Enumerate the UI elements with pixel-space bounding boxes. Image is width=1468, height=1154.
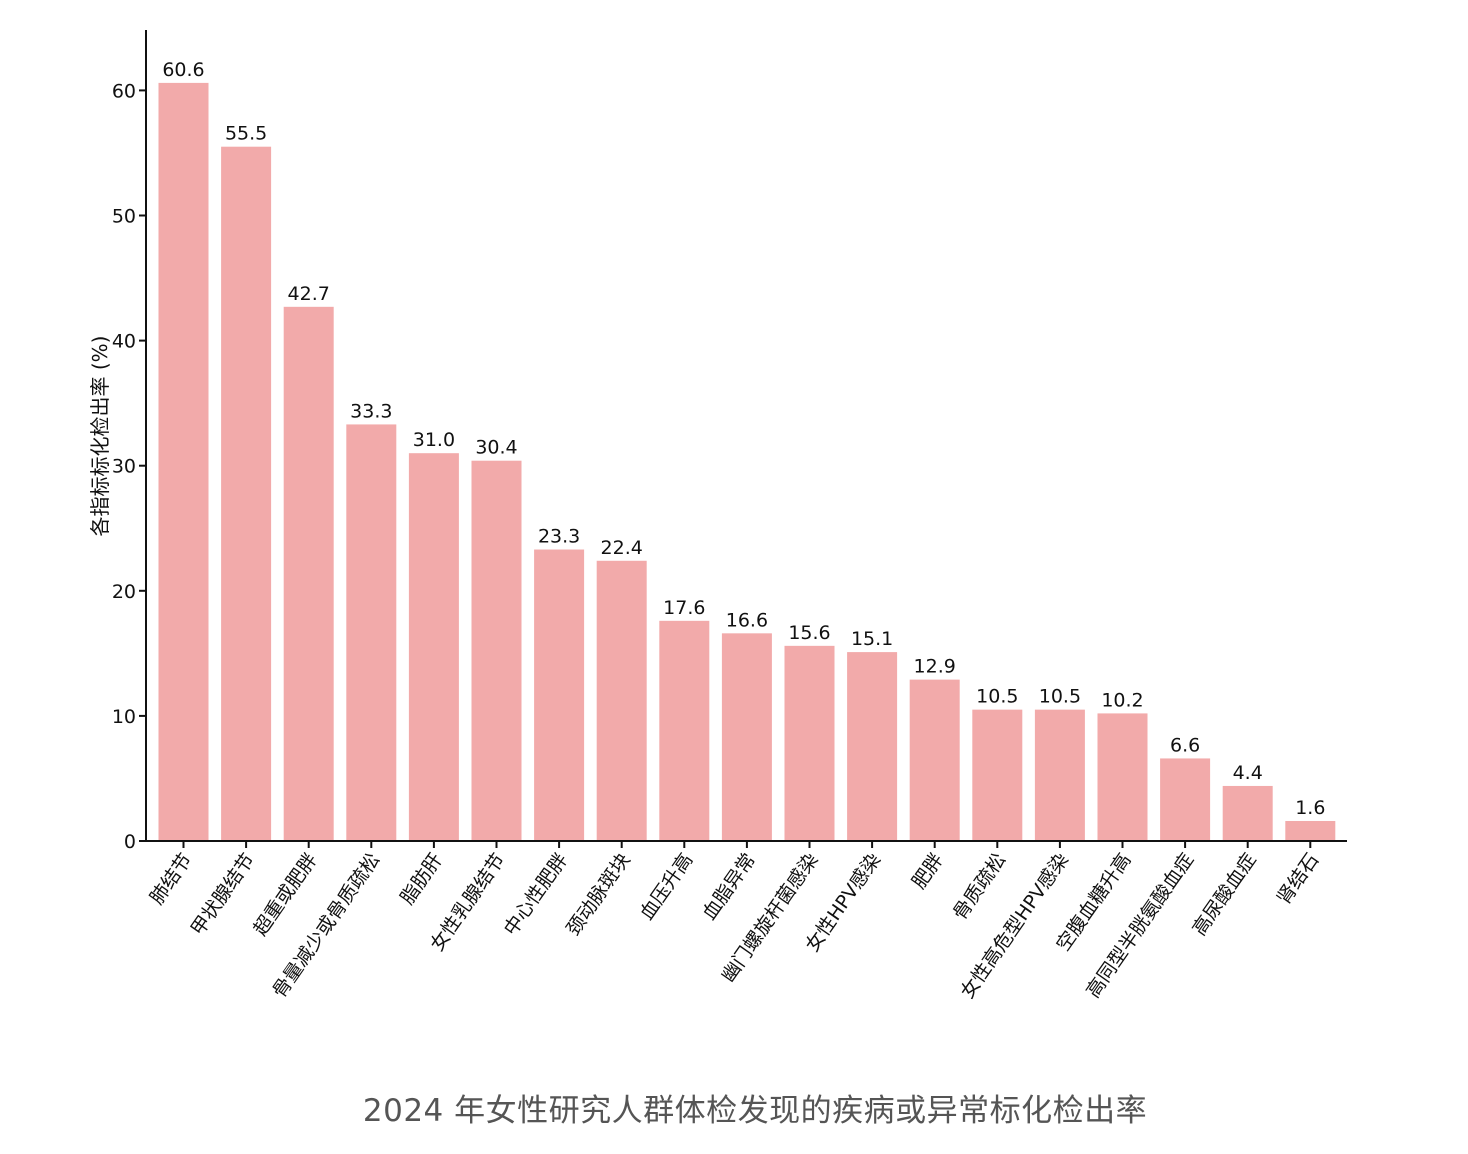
bar	[1034, 709, 1085, 841]
bar-value-label: 6.6	[1170, 734, 1200, 756]
y-axis-label: 各指标标化检出率 (%)	[88, 336, 112, 537]
bar	[721, 633, 772, 841]
bar	[346, 424, 397, 841]
bar	[659, 620, 710, 841]
x-category-label: 甲状腺结节	[187, 849, 260, 939]
x-category-label: 血脂异常	[698, 849, 760, 924]
x-category-label: 肥胖	[908, 849, 948, 893]
x-category-label: 颈动脉斑块	[562, 849, 635, 939]
y-axis-ticks: 0 10 20 30 40 50 60	[112, 80, 146, 853]
bar	[784, 645, 835, 841]
y-tick-label: 0	[124, 831, 136, 853]
y-tick-label: 20	[112, 581, 136, 603]
x-category-label: 高尿酸血症	[1188, 849, 1261, 939]
bar	[283, 306, 334, 841]
bar	[471, 460, 522, 841]
bar-value-label: 4.4	[1233, 762, 1263, 784]
bar-value-label: 10.5	[976, 686, 1018, 708]
bar	[221, 146, 272, 841]
x-category-label: 女性高危型HPV感染	[956, 849, 1073, 1002]
bar-value-label: 31.0	[413, 429, 455, 451]
y-tick-label: 40	[112, 331, 136, 353]
bar-value-label: 1.6	[1295, 797, 1325, 819]
bar-value-label: 10.2	[1101, 689, 1143, 711]
bar-value-label: 16.6	[726, 609, 768, 631]
bar	[1097, 713, 1148, 841]
bar	[534, 549, 585, 841]
y-tick-label: 10	[112, 706, 136, 728]
bar	[972, 709, 1023, 841]
x-category-label: 血压升高	[636, 849, 698, 924]
bar	[408, 453, 459, 841]
bar-value-label: 42.7	[288, 283, 330, 305]
bar-value-label: 30.4	[475, 437, 517, 459]
x-category-label: 骨质疏松	[949, 849, 1011, 924]
bar-value-label: 60.6	[162, 59, 204, 81]
bar	[847, 652, 898, 841]
bar-value-label: 12.9	[914, 656, 956, 678]
bar	[909, 679, 960, 841]
bar-value-label: 15.6	[788, 622, 830, 644]
x-category-label: 高同型半胱氨酸血症	[1082, 849, 1198, 1002]
x-category-label: 超重或肥胖	[249, 849, 322, 939]
bar-value-label: 15.1	[851, 628, 893, 650]
bar-value-label: 23.3	[538, 526, 580, 548]
bar	[158, 82, 209, 842]
y-tick-label: 50	[112, 206, 136, 228]
bar	[596, 560, 647, 841]
y-tick-label: 60	[112, 80, 136, 102]
x-category-label: 中心性肥胖	[500, 849, 573, 939]
bar-value-label: 22.4	[601, 537, 643, 559]
x-category-label: 肾结石	[1273, 849, 1324, 908]
bar-value-label: 33.3	[350, 400, 392, 422]
bar-value-label: 17.6	[663, 597, 705, 619]
bar	[1160, 758, 1211, 841]
bar-value-label: 10.5	[1039, 686, 1081, 708]
bar	[1285, 820, 1336, 841]
chart-caption: 2024 年女性研究人群体检发现的疾病或异常标化检出率	[362, 1093, 1148, 1129]
bar	[1222, 785, 1273, 841]
x-category-label: 肺结节	[146, 849, 197, 908]
x-category-label: 骨量减少或骨质疏松	[268, 849, 384, 1002]
bars-group	[158, 82, 1336, 842]
bar-value-label: 55.5	[225, 123, 267, 145]
value-labels-group: 60.6 55.5 42.7 33.3 31.0 30.4 23.3 22.4 17.6 16.6…	[162, 59, 1325, 819]
y-tick-label: 30	[112, 456, 136, 478]
x-category-label: 脂肪肝	[396, 849, 447, 908]
